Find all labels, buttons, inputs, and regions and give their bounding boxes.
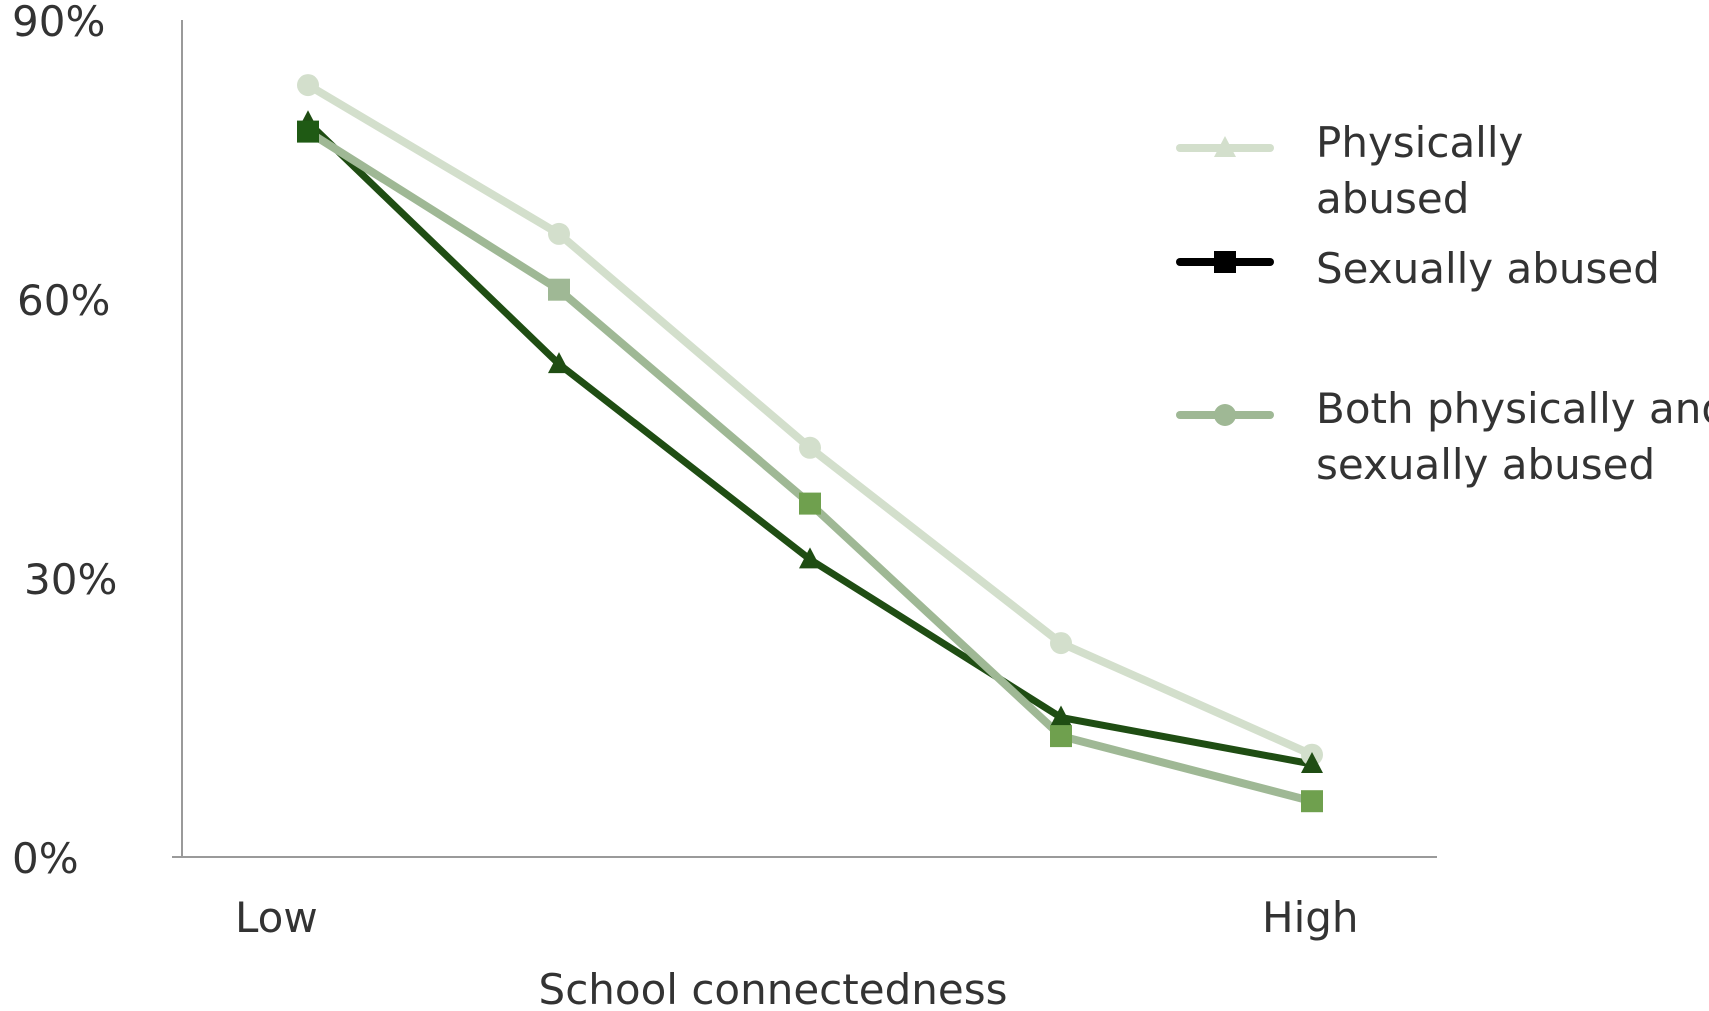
legend-marker [1214,136,1236,157]
series-line-both-physically-and-sexually-abused [304,127,1316,806]
axis-labels: 90% 60% 30% 0% Low High School connectedness [12,0,1359,1011]
x-axis-title: School connectedness [539,965,1008,1007]
legend-label: Physically [1316,118,1523,167]
data-point-both-physically-and-sexually-abused [1050,725,1072,748]
series-line-physically-abused [304,81,1316,759]
data-point-physically-abused [548,222,570,245]
y-tick-label: 90% [12,0,105,46]
data-point-both-physically-and-sexually-abused [1301,790,1323,813]
data-point-both-physically-and-sexually-abused [548,278,570,301]
legend-item-both-physically-and-sexually-abused: Both physically and sexually abused [1176,384,1709,489]
y-tick-label: 0% [12,834,79,883]
legend: Physically abused Sexually abused Both phys… [1176,118,1709,489]
y-tick-label: 30% [24,555,117,604]
legend-marker [1214,404,1236,426]
data-point-physically-abused [799,436,821,459]
data-point-sexually-abused [1050,705,1072,727]
x-tick-label-low: Low [235,893,318,942]
data-point-sexually-abused [799,547,821,569]
data-point-sexually-abused [548,352,570,374]
legend-label: abused [1316,174,1469,223]
data-point-physically-abused [297,74,319,97]
data-point-sexually-abused [1301,752,1323,773]
legend-label: Sexually abused [1316,244,1660,293]
data-point-both-physically-and-sexually-abused [799,492,821,515]
y-tick-label: 60% [17,276,110,325]
series-markers [297,74,1323,813]
legend-label: Both physically and [1316,384,1709,433]
x-tick-label-high: High [1262,893,1359,942]
legend-label: sexually abused [1316,440,1655,489]
data-point-physically-abused [1050,632,1072,655]
data-point-both-physically-and-sexually-abused [297,120,319,143]
legend-item-sexually-abused: Sexually abused [1176,244,1660,293]
legend-item-physically-abused: Physically abused [1176,118,1523,223]
axes [172,20,1437,858]
legend-marker [1214,251,1236,273]
